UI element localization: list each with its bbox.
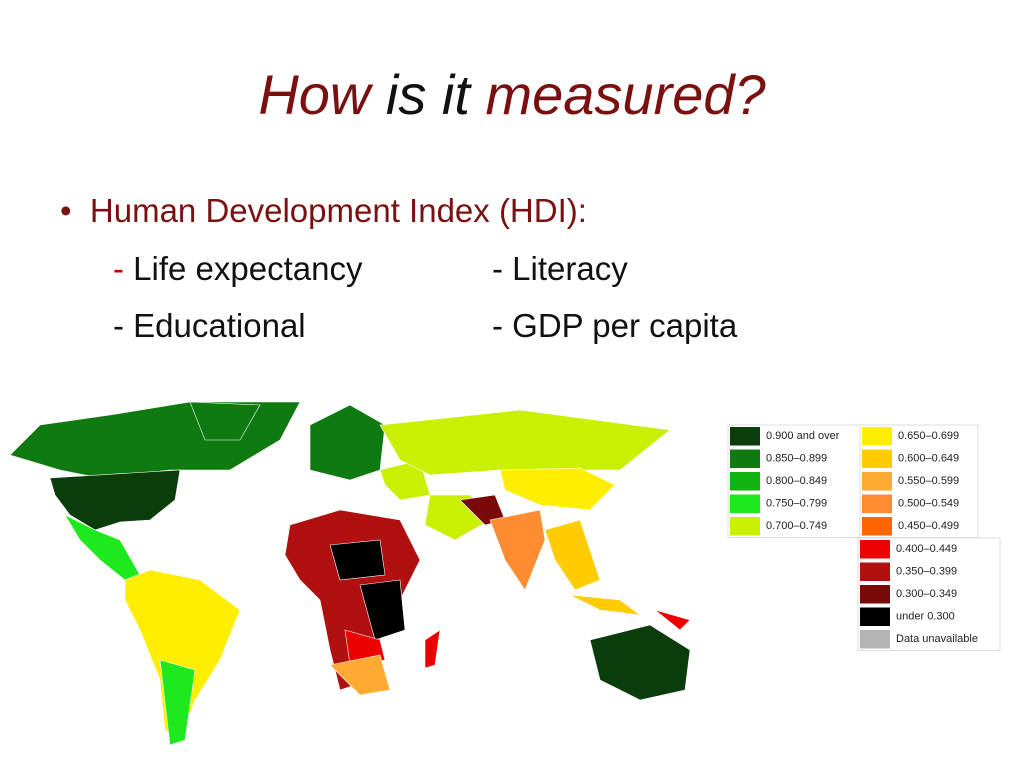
title: How is it measured? <box>0 62 1024 127</box>
item-label: Educational <box>133 307 306 344</box>
legend-swatch <box>860 540 890 559</box>
legend-swatch <box>860 585 890 604</box>
legend-swatch <box>860 630 890 649</box>
dash: - <box>492 307 503 344</box>
world-map <box>9 401 691 746</box>
legend-label: 0.850–0.899 <box>766 453 827 465</box>
item-label: Literacy <box>512 250 628 287</box>
item: - Literacy <box>492 250 628 288</box>
title-part: measured? <box>485 63 766 126</box>
legend-swatch <box>860 607 890 626</box>
legend-swatch <box>862 517 892 536</box>
legend-label: 0.400–0.449 <box>896 543 957 555</box>
legend-swatch <box>862 427 892 446</box>
dash: - <box>492 250 503 287</box>
legend-label: 0.800–0.849 <box>766 475 827 487</box>
legend-swatch <box>730 517 760 536</box>
legend-swatch <box>730 494 760 513</box>
dash: - <box>113 307 124 344</box>
bullet: • Human Development Index (HDI): <box>60 192 587 229</box>
legend-swatch <box>730 472 760 491</box>
legend-swatch <box>860 562 890 581</box>
item: - GDP per capita <box>492 307 737 345</box>
legend-swatch <box>862 449 892 468</box>
title-part: is it <box>385 63 470 126</box>
item: - Educational <box>113 307 306 345</box>
legend-label: 0.450–0.499 <box>898 520 959 532</box>
legend-swatch <box>730 427 760 446</box>
legend-label: 0.350–0.399 <box>896 566 957 578</box>
legend-label: 0.650–0.699 <box>898 430 959 442</box>
legend-label: 0.900 and over <box>766 430 840 442</box>
legend: 0.900 and over 0.850–0.899 0.800–0.849 0.75… <box>727 424 1001 651</box>
legend-label: 0.300–0.349 <box>896 588 957 600</box>
legend-label: under 0.300 <box>896 611 955 623</box>
item-label: GDP per capita <box>512 307 738 344</box>
legend-swatch <box>730 449 760 468</box>
item: - Life expectancy <box>113 250 362 288</box>
item-label: Life expectancy <box>133 250 363 287</box>
legend-label: 0.750–0.799 <box>766 498 827 510</box>
bullet-text: Human Development Index (HDI): <box>89 192 587 229</box>
legend-label: 0.700–0.749 <box>766 520 827 532</box>
legend-swatch <box>862 472 892 491</box>
dash: - <box>113 250 124 287</box>
legend-label: 0.550–0.599 <box>898 475 959 487</box>
legend-swatch <box>862 494 892 513</box>
legend-label: 0.500–0.549 <box>898 498 959 510</box>
legend-label: 0.600–0.649 <box>898 453 959 465</box>
legend-label: Data unavailable <box>896 633 978 645</box>
title-part: How <box>258 63 371 126</box>
